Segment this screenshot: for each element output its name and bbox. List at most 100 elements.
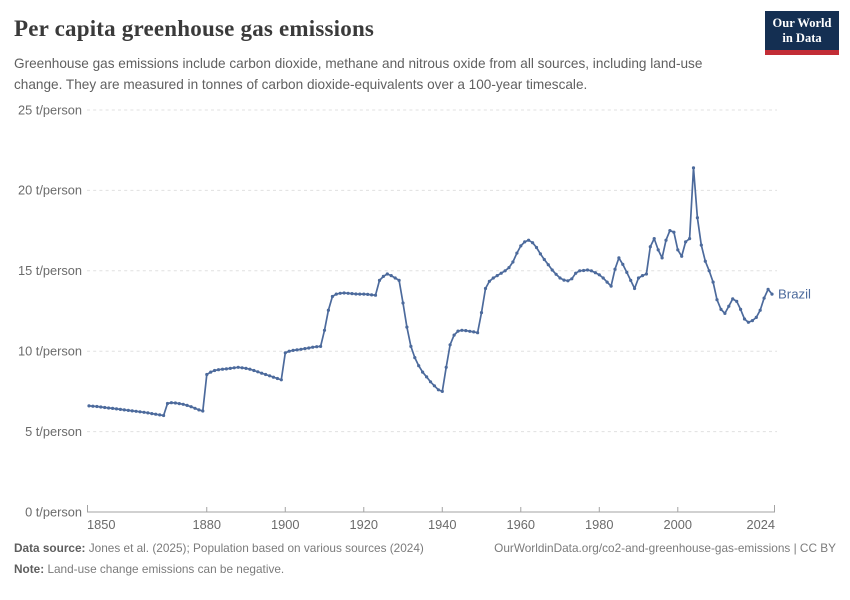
y-tick-label: 20 t/person <box>18 183 82 198</box>
series-point <box>436 388 440 392</box>
series-point <box>205 372 209 377</box>
series-point <box>362 292 366 296</box>
chart-footer: Data source: Jones et al. (2025); Popula… <box>14 541 836 576</box>
series-point <box>542 257 546 262</box>
series-point <box>660 256 664 260</box>
series-point <box>397 278 401 282</box>
series-point <box>358 292 362 296</box>
series-point <box>593 271 598 275</box>
series-point <box>389 274 393 278</box>
series-point <box>770 292 774 296</box>
series-point <box>334 292 338 296</box>
series-point <box>354 292 358 296</box>
series-point <box>197 408 201 412</box>
series-point <box>220 367 225 371</box>
x-tick-label: 1960 <box>507 517 535 532</box>
entity-label: Brazil <box>778 287 811 302</box>
series-point <box>138 410 142 414</box>
series-point <box>169 401 173 405</box>
series-point <box>739 307 743 311</box>
series-point <box>629 278 633 282</box>
series-point <box>523 240 527 244</box>
series-point <box>322 328 327 332</box>
series-point <box>527 238 531 242</box>
series-point <box>165 401 170 406</box>
series-point <box>287 349 291 353</box>
note-text: Land-use change emissions can be negativ… <box>47 562 285 576</box>
series-point <box>491 276 495 280</box>
series-point <box>585 268 590 272</box>
series-point <box>303 347 307 351</box>
series-point <box>672 230 676 234</box>
series-point <box>617 256 621 260</box>
note-label: Note: <box>14 562 45 576</box>
series-point <box>609 284 613 288</box>
series-point <box>232 366 236 370</box>
series-point <box>531 241 535 245</box>
owid-logo-line1: Our World <box>772 16 832 30</box>
series-point <box>405 325 409 329</box>
series-point <box>236 365 240 369</box>
series-point <box>758 308 762 312</box>
series-point <box>703 259 707 263</box>
series-point <box>625 270 629 274</box>
series-point <box>291 348 295 352</box>
series-point <box>695 216 700 220</box>
owid-url-link[interactable]: OurWorldinData.org/co2-and-greenhouse-ga… <box>494 541 836 555</box>
series-point <box>130 409 134 413</box>
series-point <box>766 287 770 291</box>
series-point <box>727 304 731 308</box>
series-point <box>385 272 389 276</box>
series-point <box>346 291 350 295</box>
series-point <box>754 315 758 319</box>
series-point <box>173 401 177 405</box>
chart-note: Note: Land-use change emissions can be n… <box>14 562 836 576</box>
line-chart: 0 t/person 5 t/person 10 t/person 15 t/pers… <box>18 102 811 532</box>
series-point <box>111 406 115 410</box>
series-point <box>688 237 692 241</box>
series-point <box>193 406 197 410</box>
series-point <box>421 370 425 374</box>
series-point <box>114 407 119 411</box>
series-point <box>150 412 154 416</box>
series-point <box>425 375 429 379</box>
series-point <box>483 286 488 291</box>
series-point <box>440 389 444 393</box>
series-point <box>228 366 232 370</box>
series-point <box>503 269 507 273</box>
y-tick-label: 25 t/person <box>18 102 82 117</box>
series-point <box>271 375 276 379</box>
series-point <box>275 376 279 381</box>
series-point <box>448 343 452 347</box>
series-point <box>566 279 570 283</box>
series-point <box>499 271 503 275</box>
series-point <box>209 370 213 374</box>
series-point <box>711 280 715 284</box>
series-point <box>589 269 594 273</box>
series-point <box>377 278 382 282</box>
series-point <box>134 409 138 413</box>
owid-logo[interactable]: Our World in Data <box>765 11 839 55</box>
series-point <box>460 328 464 332</box>
series-point <box>283 351 287 355</box>
series-point <box>538 252 543 256</box>
series-point <box>279 378 283 382</box>
series-point <box>546 263 550 267</box>
series-point <box>256 370 260 374</box>
series-point <box>107 406 111 410</box>
series-point <box>742 317 747 321</box>
series-point <box>652 237 656 241</box>
series-point <box>640 274 645 278</box>
series-point <box>224 367 228 371</box>
series-point <box>295 348 299 352</box>
series-point <box>201 409 205 413</box>
series-point <box>158 413 162 417</box>
series-point <box>185 403 189 407</box>
series-point <box>562 278 566 282</box>
series-point <box>684 240 688 244</box>
series-point <box>91 404 95 408</box>
series-point <box>664 238 668 242</box>
series-point <box>731 297 735 301</box>
series-point <box>299 347 303 351</box>
series-point <box>715 298 719 302</box>
